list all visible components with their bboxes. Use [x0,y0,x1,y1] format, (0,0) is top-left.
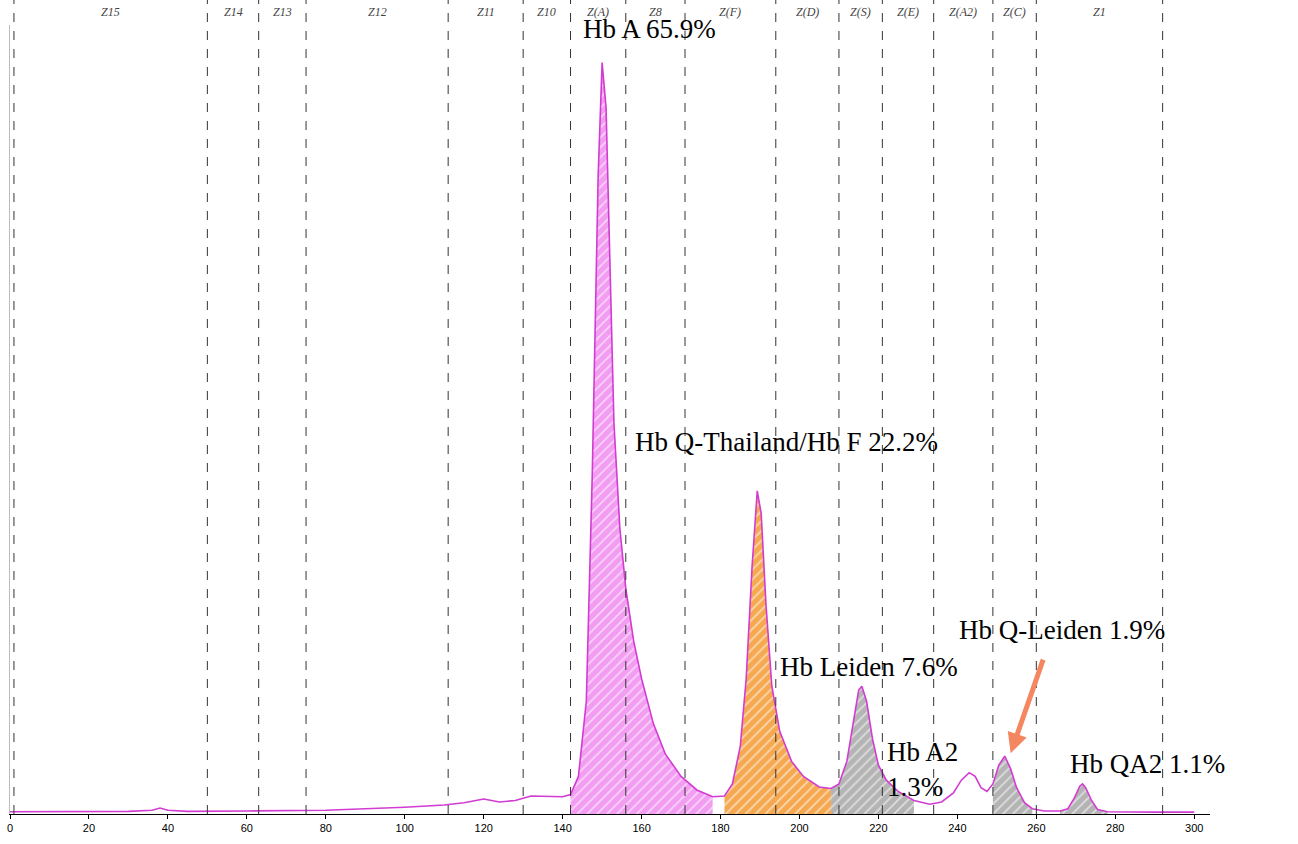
svg-text:Z15: Z15 [101,5,120,19]
svg-text:40: 40 [162,822,174,834]
svg-text:Hb QA2 1.1%: Hb QA2 1.1% [1070,749,1225,779]
svg-text:60: 60 [241,822,253,834]
svg-text:160: 160 [632,822,650,834]
svg-text:Z12: Z12 [368,5,387,19]
svg-text:Hb Q-Leiden 1.9%: Hb Q-Leiden 1.9% [959,615,1165,645]
svg-text:Z1: Z1 [1093,5,1106,19]
svg-text:Z(C): Z(C) [1003,5,1026,19]
svg-text:Z(S): Z(S) [850,5,871,19]
svg-text:Hb A 65.9%: Hb A 65.9% [583,14,716,44]
svg-text:Z(F): Z(F) [719,5,741,19]
svg-text:240: 240 [948,822,966,834]
svg-text:260: 260 [1027,822,1045,834]
svg-text:Hb Q-Thailand/Hb F 22.2%: Hb Q-Thailand/Hb F 22.2% [635,427,938,457]
svg-text:140: 140 [553,822,571,834]
svg-text:Z(A2): Z(A2) [949,5,977,19]
svg-text:20: 20 [83,822,95,834]
svg-text:300: 300 [1185,822,1203,834]
svg-text:Z14: Z14 [224,5,243,19]
svg-text:Z11: Z11 [477,5,495,19]
svg-text:220: 220 [869,822,887,834]
svg-text:Z10: Z10 [537,5,556,19]
svg-text:Z(D): Z(D) [796,5,819,19]
svg-text:120: 120 [475,822,493,834]
svg-text:Z(E): Z(E) [897,5,919,19]
svg-text:200: 200 [790,822,808,834]
svg-text:0: 0 [7,822,13,834]
svg-text:80: 80 [320,822,332,834]
svg-text:100: 100 [396,822,414,834]
svg-text:Hb Leiden 7.6%: Hb Leiden 7.6% [780,652,958,682]
svg-text:180: 180 [711,822,729,834]
svg-text:Z(A): Z(A) [587,5,609,19]
svg-text:Z13: Z13 [273,5,292,19]
svg-text:Z8: Z8 [649,5,662,19]
svg-text:280: 280 [1106,822,1124,834]
svg-text:Hb A21.3%: Hb A21.3% [887,737,958,802]
